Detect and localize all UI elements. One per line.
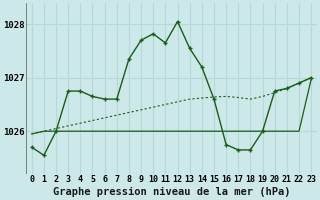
X-axis label: Graphe pression niveau de la mer (hPa): Graphe pression niveau de la mer (hPa) [53,187,290,197]
